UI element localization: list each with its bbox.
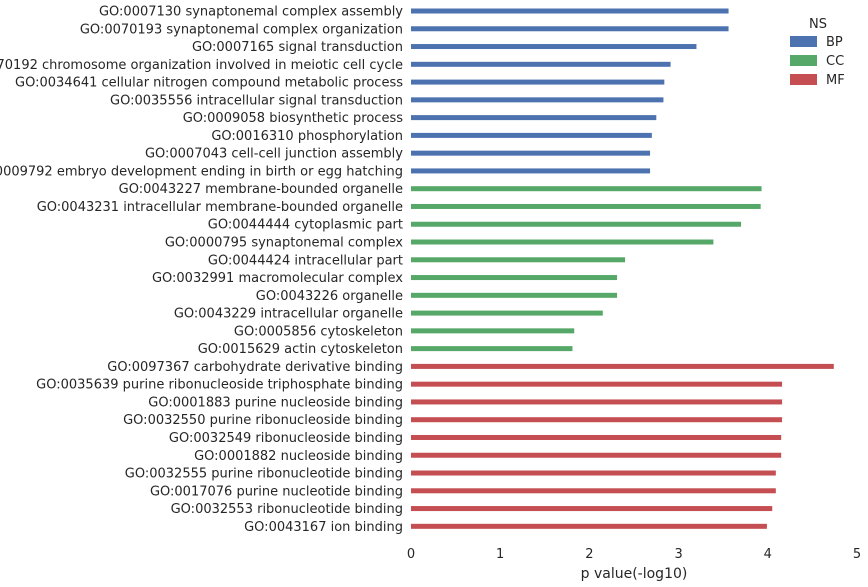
legend-label-cc: CC: [826, 54, 844, 69]
category-label: GO:0007130 synaptonemal complex assembly: [99, 5, 403, 20]
category-label: GO:0007165 signal transduction: [192, 40, 403, 55]
bar-mf: [411, 381, 783, 387]
bar-bp: [411, 150, 651, 156]
legend-label-mf: MF: [826, 73, 845, 88]
bar-mf: [411, 434, 782, 440]
bar-bp: [411, 132, 652, 138]
category-label: GO:0043167 ion binding: [244, 520, 403, 535]
category-labels: GO:0007130 synaptonemal complex assembly…: [0, 5, 403, 535]
legend-swatch-cc: [790, 55, 817, 66]
bar-cc: [411, 346, 573, 352]
x-axis-title: p value(-log10): [581, 566, 688, 582]
bar-bp: [411, 61, 671, 67]
bar-bp: [411, 97, 664, 103]
category-label: GO:0032550 purine ribonucleoside binding: [123, 413, 403, 428]
bar-mf: [411, 470, 776, 476]
bar-cc: [411, 275, 618, 281]
category-label: GO:0032553 ribonucleotide binding: [171, 502, 403, 517]
bar-mf: [411, 452, 782, 458]
category-label: GO:0043229 intracellular organelle: [174, 307, 403, 322]
category-label: GO:0035556 intracellular signal transduc…: [110, 93, 403, 108]
category-label: GO:0043227 membrane-bounded organelle: [119, 182, 403, 197]
legend-label-bp: BP: [826, 35, 843, 50]
bar-mf: [411, 506, 773, 512]
category-label: GO:0015629 actin cytoskeleton: [198, 342, 403, 357]
x-tick-label: 2: [585, 547, 593, 562]
bar-bp: [411, 115, 657, 121]
legend-swatch-mf: [790, 74, 817, 85]
bar-cc: [411, 221, 742, 227]
category-label: GO:0034641 cellular nitrogen compound me…: [15, 76, 403, 91]
category-label: GO:0097367 carbohydrate derivative bindi…: [107, 360, 403, 375]
category-label: GO:0001882 nucleoside binding: [194, 449, 403, 464]
legend-title: NS: [809, 17, 827, 32]
category-label: GO:0070193 synaptonemal complex organiza…: [80, 22, 403, 37]
bar-bp: [411, 44, 697, 50]
category-label: GO:0007043 cell-cell junction assembly: [145, 147, 403, 162]
category-label: GO:0032549 ribonucleoside binding: [169, 431, 403, 446]
bar-bp: [411, 79, 665, 85]
bar-mf: [411, 417, 783, 423]
category-label: GO:0070192 chromosome organization invol…: [0, 58, 403, 73]
category-label: GO:0009792 embryo development ending in …: [0, 164, 403, 179]
bar-cc: [411, 203, 761, 209]
legend: NS BP CC MF: [790, 17, 845, 88]
bar-mf: [411, 399, 783, 405]
category-label: GO:0016310 phosphorylation: [211, 129, 403, 144]
bar-cc: [411, 239, 714, 245]
bar-mf: [411, 523, 767, 529]
bar-mf: [411, 488, 776, 494]
bar-cc: [411, 310, 603, 316]
x-tick-label: 0: [407, 547, 415, 562]
x-tick-label: 1: [496, 547, 504, 562]
category-label: GO:0044444 cytoplasmic part: [208, 218, 403, 233]
category-label: GO:0035639 purine ribonucleoside triphos…: [36, 378, 403, 393]
category-label: GO:0043231 intracellular membrane-bounde…: [37, 200, 403, 215]
bar-cc: [411, 257, 626, 263]
category-label: GO:0043226 organelle: [256, 289, 403, 304]
x-axis-ticks: 0 1 2 3 4 5: [407, 547, 861, 562]
bar-cc: [411, 292, 618, 298]
category-label: GO:0044424 intracellular part: [208, 253, 403, 268]
category-label: GO:0001883 purine nucleoside binding: [148, 395, 403, 410]
bar-group: [411, 8, 834, 529]
bar-bp: [411, 168, 651, 174]
bar-bp: [411, 8, 729, 14]
legend-swatch-bp: [790, 36, 817, 47]
category-label: GO:0017076 purine nucleotide binding: [150, 484, 403, 499]
category-label: GO:0005856 cytoskeleton: [234, 324, 403, 339]
bar-cc: [411, 328, 575, 334]
category-label: GO:0000795 synaptonemal complex: [165, 236, 403, 251]
bar-mf: [411, 363, 834, 369]
bar-bp: [411, 26, 729, 32]
x-tick-label: 5: [853, 547, 861, 562]
bar-cc: [411, 186, 762, 192]
x-tick-label: 3: [674, 547, 682, 562]
category-label: GO:0032555 purine ribonucleotide binding: [125, 467, 403, 482]
category-label: GO:0009058 biosynthetic process: [183, 111, 404, 126]
x-tick-label: 4: [764, 547, 772, 562]
category-label: GO:0032991 macromolecular complex: [152, 271, 403, 286]
